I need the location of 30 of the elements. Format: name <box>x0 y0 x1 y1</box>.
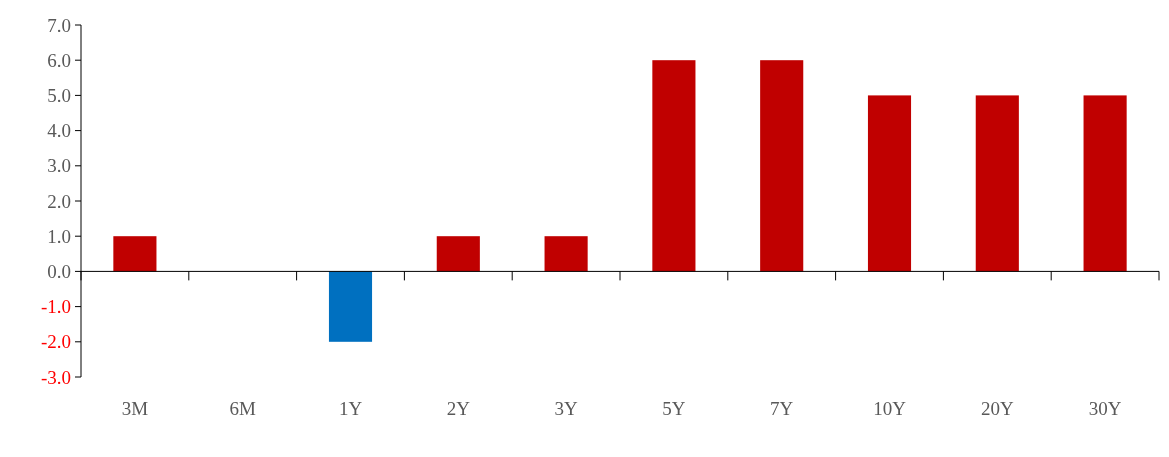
bar <box>760 60 804 272</box>
x-tick-label: 20Y <box>980 398 1014 419</box>
y-tick-label: -3.0 <box>40 366 71 388</box>
x-tick-label: 2Y <box>446 398 471 419</box>
x-tick-label: 3Y <box>554 398 578 419</box>
y-tick-label: 2.0 <box>47 190 71 212</box>
bar <box>867 95 912 272</box>
y-tick-label: -1.0 <box>40 296 71 318</box>
bar <box>1083 95 1127 272</box>
x-tick-label: 5Y <box>662 398 686 419</box>
y-tick-label: 4.0 <box>47 120 71 142</box>
x-tick-label: 30Y <box>1088 398 1122 419</box>
y-tick-label: -2.0 <box>40 331 71 353</box>
x-tick-label: 7Y <box>770 398 794 419</box>
y-tick-label: 7.0 <box>47 14 71 36</box>
y-tick-label: 1.0 <box>47 225 71 247</box>
y-tick-label: 0.0 <box>47 261 71 283</box>
bar <box>113 236 157 272</box>
bar <box>436 236 480 272</box>
x-tick-label: 3M <box>121 398 149 419</box>
y-tick-label: 6.0 <box>47 49 71 71</box>
bar <box>975 95 1019 272</box>
y-tick-label: 3.0 <box>47 155 71 177</box>
x-tick-label: 6M <box>229 398 256 419</box>
x-tick-label: 10Y <box>873 398 907 419</box>
bar <box>544 236 588 272</box>
x-tick-label: 1Y <box>338 398 363 419</box>
bar <box>652 60 696 272</box>
y-tick-label: 5.0 <box>47 85 71 107</box>
bar <box>328 271 373 342</box>
